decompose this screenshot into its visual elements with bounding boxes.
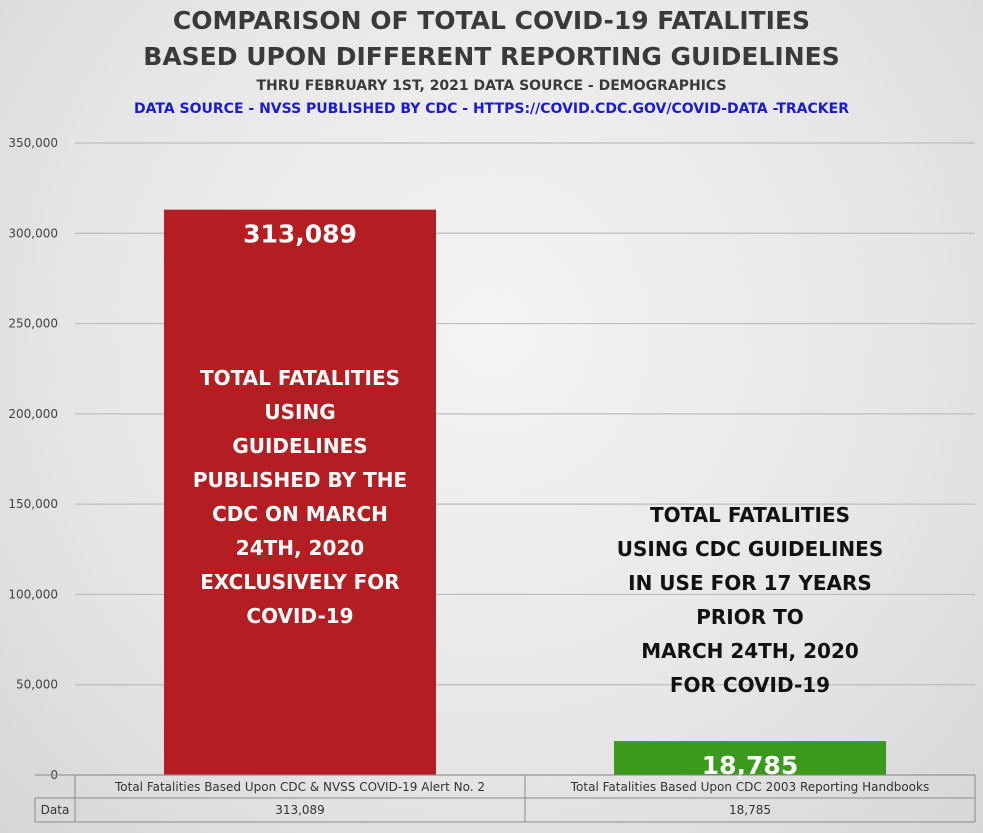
y-tick-label: 100,000 (8, 587, 58, 601)
chart-subtitle: THRU FEBRUARY 1ST, 2021 DATA SOURCE - DE… (256, 78, 727, 94)
chart-title-line-2: BASED UPON DIFFERENT REPORTING GUIDELINE… (143, 42, 840, 71)
annotation-line: USING (264, 400, 335, 424)
annotation-line: FOR COVID-19 (670, 673, 830, 697)
y-tick-label: 200,000 (8, 407, 58, 421)
table-row-label: Data (41, 803, 70, 817)
annotation-line: EXCLUSIVELY FOR (200, 570, 399, 594)
annotation-line: GUIDELINES (232, 434, 367, 458)
y-tick-label: 150,000 (8, 497, 58, 511)
bar-value-label: 18,785 (702, 751, 798, 780)
annotation-line: TOTAL FATALITIES (200, 366, 400, 390)
annotation-line: PRIOR TO (696, 605, 804, 629)
data-source-note: DATA SOURCE - NVSS PUBLISHED BY CDC - HT… (134, 101, 849, 117)
chart-title: COMPARISON OF TOTAL COVID-19 FATALITIES (172, 6, 811, 35)
bar (614, 741, 886, 775)
y-tick-label: 350,000 (8, 136, 58, 150)
y-tick-label: 250,000 (8, 317, 58, 331)
annotation-line: TOTAL FATALITIES (650, 503, 850, 527)
annotation-line: MARCH 24TH, 2020 (641, 639, 859, 663)
bar (164, 209, 436, 775)
x-category-label: Total Fatalities Based Upon CDC 2003 Rep… (570, 780, 929, 794)
annotation-line: PUBLISHED BY THE (193, 468, 407, 492)
annotation-line: COVID-19 (246, 604, 353, 628)
x-category-label: Total Fatalities Based Upon CDC & NVSS C… (114, 780, 485, 794)
annotation-line: USING CDC GUIDELINES (617, 537, 883, 561)
bar-value-label: 313,089 (243, 220, 357, 249)
y-tick-label: 50,000 (16, 678, 58, 692)
y-tick-label: 300,000 (8, 226, 58, 240)
annotation-line: IN USE FOR 17 YEARS (628, 571, 872, 595)
table-cell: 18,785 (729, 803, 771, 817)
annotation-line: 24TH, 2020 (236, 536, 364, 560)
annotation-line: CDC ON MARCH (212, 502, 388, 526)
table-cell: 313,089 (275, 803, 325, 817)
